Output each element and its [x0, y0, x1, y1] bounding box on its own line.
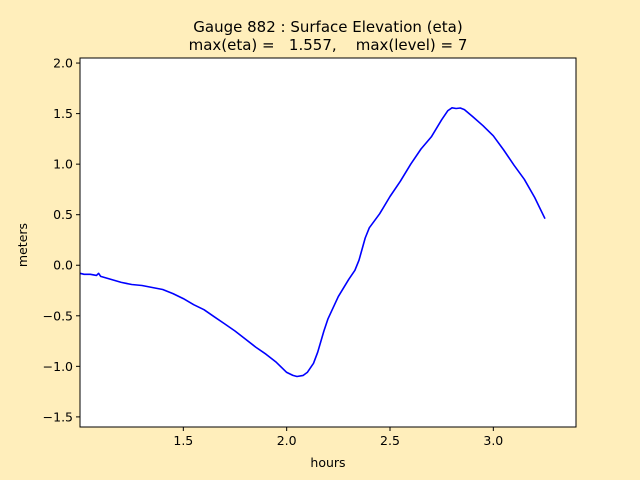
y-tick-label: −1.5: [43, 409, 73, 424]
plot-area: [80, 58, 576, 427]
x-axis: 1.5 2.0 2.5 3.0: [173, 427, 503, 448]
y-tick-label: 0.5: [53, 207, 73, 222]
y-tick-label: 1.5: [53, 106, 73, 121]
y-tick-label: −0.5: [43, 308, 73, 323]
chart-title: Gauge 882 : Surface Elevation (eta): [193, 18, 462, 36]
y-axis-label: meters: [15, 223, 30, 267]
y-tick-label: 2.0: [53, 56, 73, 71]
x-tick-label: 2.0: [277, 433, 297, 448]
y-tick-label: −1.0: [43, 359, 73, 374]
y-axis: −1.5 −1.0 −0.5 0.0 0.5 1.0 1.5 2.0: [43, 56, 80, 424]
series-layer: [79, 107, 546, 378]
y-tick-label: 1.0: [53, 157, 73, 172]
plot-frame: [79, 57, 577, 428]
chart-subtitle: max(eta) = 1.557, max(level) = 7: [189, 36, 468, 54]
series-line: [79, 107, 546, 378]
x-tick-label: 1.5: [173, 433, 193, 448]
x-axis-label: hours: [310, 455, 345, 470]
x-tick-label: 2.5: [380, 433, 400, 448]
y-tick-label: 0.0: [53, 258, 73, 273]
x-tick-label: 3.0: [483, 433, 503, 448]
